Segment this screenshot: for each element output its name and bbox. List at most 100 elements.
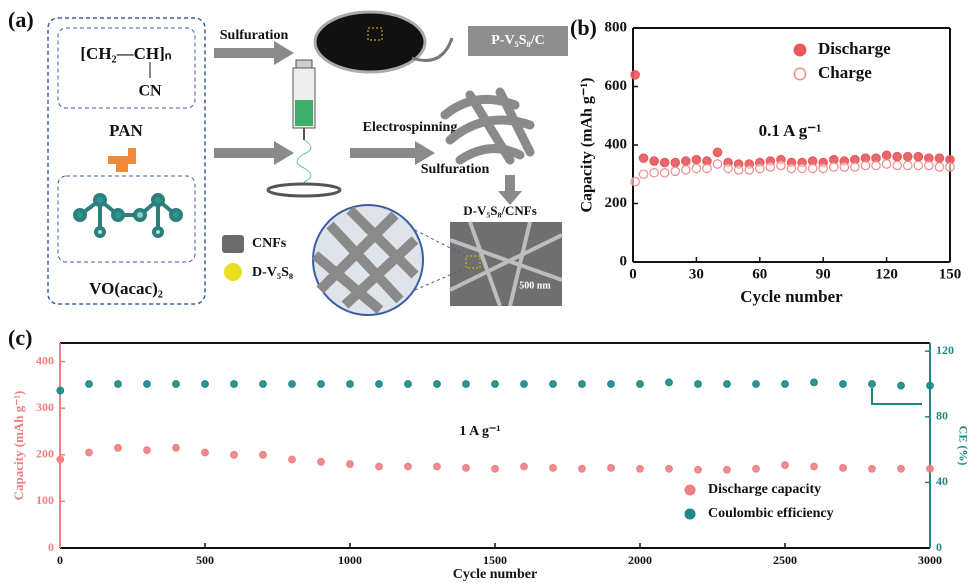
annotation: 1 A g⁻¹ [459,424,500,439]
data-point [682,166,690,174]
data-point [840,381,847,388]
legend-label: CNFs [252,236,287,251]
data-point [927,465,934,472]
panel-label: (c) [8,325,32,350]
data-point [882,160,890,168]
data-point [935,163,943,171]
data-point [840,465,847,472]
x-tick-label: 150 [939,266,962,282]
formula-box [58,28,195,108]
data-point [260,381,267,388]
formula-group: CN [138,83,162,100]
data-point [904,153,912,161]
data-point [405,381,412,388]
data-point [521,381,528,388]
data-point [202,381,209,388]
data-point [872,161,880,169]
legend-marker [685,485,695,495]
data-point [550,465,557,472]
y-tick-label: 0 [620,253,628,269]
data-point [434,463,441,470]
y2-axis-label: CE (%) [956,426,970,466]
molecule [75,195,181,236]
data-point [202,449,209,456]
data-point [671,167,679,175]
data-point [637,381,644,388]
legend-label: Charge [818,63,872,82]
data-point [777,161,785,169]
data-point [631,71,639,79]
data-point [639,154,647,162]
y-tick-label: 600 [605,78,628,94]
data-point [231,452,238,459]
data-point [782,462,789,469]
data-point [463,381,470,388]
data-point [695,381,702,388]
data-point [347,461,354,468]
data-point [492,381,499,388]
plus-icon [108,148,136,172]
y-tick-label: 400 [36,353,54,367]
x-tick-label: 0 [629,266,637,282]
precursor-label: VO(acac)₂ [89,279,163,298]
data-point [579,465,586,472]
data-point [861,161,869,169]
y-tick-label: 100 [36,493,54,507]
data-point [492,465,499,472]
data-point [318,381,325,388]
data-point [882,151,890,159]
data-point [724,381,731,388]
data-point [631,177,639,185]
panel-label: (b) [570,15,597,40]
data-point [692,164,700,172]
axis-arrow [872,388,922,404]
product-label: D-V₅S₈/CNFs [463,203,537,218]
y-tick-label: 800 [605,19,628,35]
legend-label: D-V₅S₈ [252,265,293,280]
data-point [695,466,702,473]
data-point [946,163,954,171]
data-point [550,381,557,388]
y-axis-label: Capacity (mAh g⁻¹) [579,77,596,212]
y-tick-label: 0 [48,540,54,554]
data-point [753,465,760,472]
data-point [57,456,64,463]
data-point [925,161,933,169]
data-point [893,153,901,161]
cnf-icon [222,235,244,253]
data-point [318,459,325,466]
data-point [579,381,586,388]
data-point [608,465,615,472]
x-tick-label: 2500 [773,553,797,567]
data-point [935,154,943,162]
data-point [463,465,470,472]
data-point [898,465,905,472]
data-point [376,381,383,388]
data-point [260,452,267,459]
data-point [703,164,711,172]
data-point [376,463,383,470]
data-point [639,170,647,178]
annotation: 0.1 A g⁻¹ [759,121,822,140]
data-point [753,381,760,388]
data-point [893,161,901,169]
data-point [521,463,528,470]
data-point [671,158,679,166]
y2-tick-label: 0 [936,540,942,554]
data-point [666,379,673,386]
scale-bar: 500 nm [519,280,551,291]
data-point [830,163,838,171]
data-point [782,381,789,388]
data-point [904,161,912,169]
data-point [914,161,922,169]
data-point [927,382,934,389]
x-tick-label: 3000 [918,553,942,567]
data-point [661,158,669,166]
data-point [650,157,658,165]
y2-tick-label: 80 [936,409,948,423]
data-point [840,163,848,171]
fiber-bundle [445,92,530,160]
data-point [661,169,669,177]
data-point [798,164,806,172]
data-point [914,153,922,161]
